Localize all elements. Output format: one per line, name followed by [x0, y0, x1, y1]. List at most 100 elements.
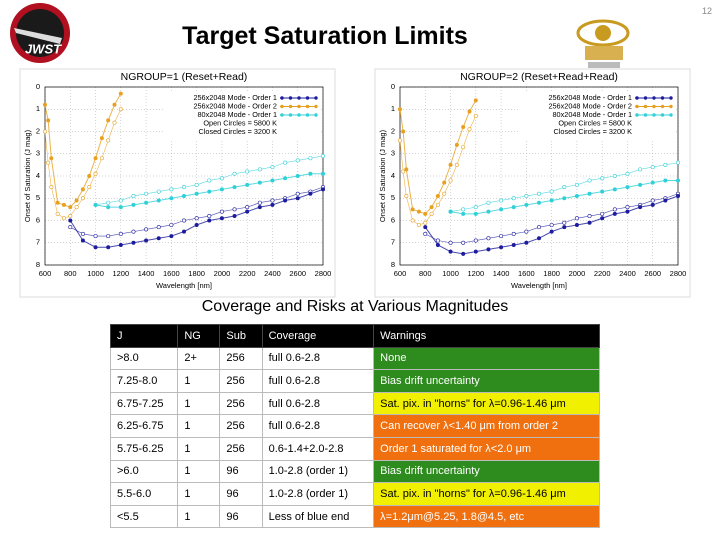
legend-marker: [643, 96, 648, 100]
closed-point: [207, 218, 212, 223]
open-point: [574, 182, 579, 187]
x-axis-label: Wavelength [nm]: [511, 281, 567, 290]
closed-point: [675, 178, 680, 183]
closed-point: [245, 209, 250, 214]
x-tick-label: 600: [394, 269, 407, 278]
table-cell: 6.25-6.75: [109, 414, 179, 438]
open-point: [245, 205, 250, 210]
closed-point: [144, 238, 149, 243]
open-point: [587, 214, 592, 219]
closed-point: [486, 247, 491, 252]
table-cell: 7.25-8.0: [109, 369, 179, 393]
legend-marker: [660, 104, 665, 109]
y-tick-label: 4: [36, 171, 40, 180]
table-cell: 256: [219, 346, 263, 371]
closed-point: [232, 185, 237, 190]
closed-point: [245, 182, 250, 187]
open-point: [423, 220, 428, 225]
closed-point: [308, 171, 313, 176]
closed-point: [93, 156, 98, 161]
table-cell: 256: [219, 391, 263, 416]
open-point: [118, 198, 123, 203]
open-point: [650, 198, 655, 203]
closed-point: [46, 118, 51, 123]
table-row: 5.75-6.25 1 256 0.6-1.4+2.0-2.8 Order 1 satu…: [109, 436, 600, 461]
open-point: [144, 191, 149, 196]
table-cell: 1: [177, 504, 221, 529]
closed-point: [549, 198, 554, 203]
open-point: [397, 138, 402, 143]
closed-point: [106, 205, 111, 210]
x-tick-label: 1800: [188, 269, 205, 278]
x-tick-label: 2200: [239, 269, 256, 278]
closed-point: [283, 198, 288, 203]
x-tick-label: 2600: [644, 269, 661, 278]
warning-cell: λ=1.2μm@5.25, 1.8@4.5, etc: [373, 504, 600, 529]
closed-point: [473, 249, 478, 254]
x-tick-label: 1000: [87, 269, 104, 278]
table-row: 7.25-8.0 1 256 full 0.6-2.8 Bias drift uncer…: [109, 369, 600, 393]
open-point: [587, 178, 592, 183]
open-point: [663, 162, 668, 167]
closed-point: [397, 107, 402, 112]
open-point: [106, 138, 111, 143]
open-point: [625, 205, 630, 210]
closed-point: [650, 202, 655, 207]
x-tick-label: 2800: [670, 269, 687, 278]
closed-point: [461, 125, 466, 130]
open-point: [61, 216, 66, 221]
table-cell: full 0.6-2.8: [261, 391, 375, 416]
open-point: [207, 178, 212, 183]
plot-area: [44, 86, 324, 266]
x-tick-label: 2000: [569, 269, 586, 278]
x-tick-label: 1800: [543, 269, 560, 278]
closed-point: [182, 194, 187, 199]
closed-point: [99, 136, 104, 141]
closed-point: [587, 191, 592, 196]
closed-point: [182, 229, 187, 234]
series-line: [399, 100, 477, 215]
x-tick-label: 800: [64, 269, 77, 278]
closed-point: [68, 218, 73, 223]
open-point: [600, 176, 605, 181]
open-point: [442, 191, 447, 196]
open-point: [473, 113, 478, 118]
table-cell: full 0.6-2.8: [261, 369, 375, 393]
open-point: [118, 107, 123, 112]
open-point: [93, 234, 98, 239]
closed-point: [435, 194, 440, 199]
legend-marker: [297, 104, 301, 109]
open-point: [156, 189, 161, 194]
legend-marker: [280, 113, 284, 117]
x-tick-label: 2800: [315, 269, 332, 278]
open-point: [169, 187, 174, 192]
table-cell: 256: [219, 436, 263, 461]
closed-point: [486, 209, 491, 214]
open-point: [675, 160, 680, 165]
open-point: [524, 229, 529, 234]
closed-point: [401, 129, 406, 134]
closed-point: [473, 211, 478, 216]
y-tick-label: 0: [391, 82, 395, 91]
open-point: [536, 191, 541, 196]
open-point: [499, 234, 504, 239]
closed-point: [144, 200, 149, 205]
table-cell: 1: [177, 391, 221, 416]
x-tick-label: 1200: [112, 269, 129, 278]
open-point: [435, 202, 440, 207]
closed-point: [663, 198, 668, 203]
table-row: >6.0 1 96 1.0-2.8 (order 1) Bias drift uncer…: [109, 459, 600, 484]
table-cell: 1: [177, 482, 221, 506]
open-point: [549, 222, 554, 227]
x-tick-label: 1000: [442, 269, 459, 278]
x-tick-label: 1400: [493, 269, 510, 278]
y-tick-label: 0: [36, 82, 40, 91]
legend-marker: [297, 113, 301, 117]
closed-point: [549, 229, 554, 234]
legend-marker: [288, 96, 293, 100]
closed-point: [320, 187, 325, 192]
header-cell: Coverage: [261, 324, 375, 348]
closed-point: [562, 225, 567, 230]
closed-point: [461, 211, 466, 216]
y-tick-label: 7: [391, 238, 395, 247]
